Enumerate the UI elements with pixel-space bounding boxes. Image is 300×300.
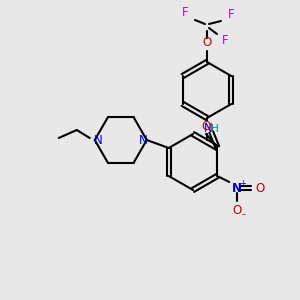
- Text: O: O: [256, 182, 265, 194]
- Text: F: F: [182, 5, 188, 19]
- Text: +: +: [239, 178, 246, 188]
- Text: N: N: [93, 134, 102, 146]
- Text: F: F: [228, 8, 234, 22]
- Text: O: O: [202, 37, 211, 50]
- Text: N: N: [232, 182, 242, 194]
- Text: N: N: [204, 122, 212, 134]
- Text: N: N: [138, 134, 147, 148]
- Text: -: -: [241, 209, 245, 219]
- Text: O: O: [202, 119, 211, 133]
- Text: O: O: [232, 205, 242, 218]
- Text: F: F: [222, 34, 228, 46]
- Text: H: H: [211, 124, 219, 134]
